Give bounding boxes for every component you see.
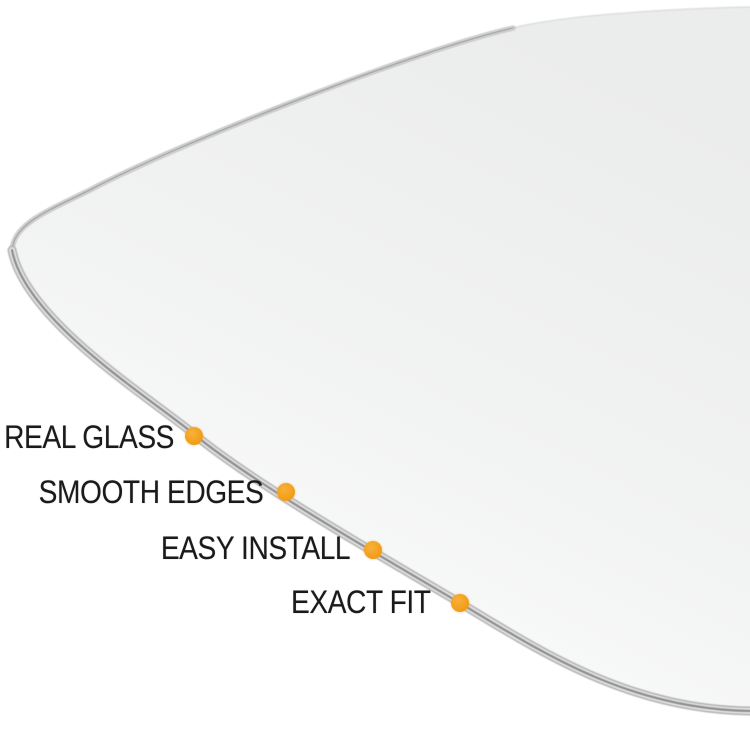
glass-edge-top-core <box>11 27 514 251</box>
glass-edge-faint <box>512 6 750 29</box>
feature-label-smooth-edges: SMOOTH EDGES <box>38 474 263 510</box>
feature-marker-dot <box>364 541 382 559</box>
feature-marker-dot <box>277 483 295 501</box>
feature-marker-dot <box>185 427 203 445</box>
feature-label-exact-fit: EXACT FIT <box>290 584 431 620</box>
feature-marker-dot <box>451 594 469 612</box>
feature-label-easy-install: EASY INSTALL <box>160 530 351 566</box>
glass-surface <box>12 7 750 711</box>
glass-edge-bottom-core <box>10 248 750 713</box>
feature-label-real-glass: REAL GLASS <box>4 419 174 455</box>
